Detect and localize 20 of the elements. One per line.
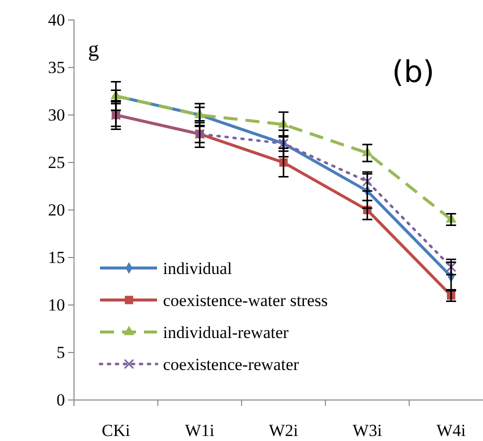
legend-label: coexistence-water stress	[163, 291, 328, 310]
y-axis-title: g	[88, 36, 99, 61]
y-tick-label: 5	[56, 342, 65, 362]
legend-label: coexistence-rewater	[163, 355, 300, 374]
y-tick-label: 25	[48, 152, 65, 172]
x-tick-label: W3i	[352, 421, 382, 440]
legend-label: individual-rewater	[163, 323, 289, 342]
y-tick-label: 20	[48, 200, 65, 220]
y-tick-label: 30	[48, 105, 65, 124]
x-tick-label: W1i	[185, 421, 215, 440]
x-tick-label: W4i	[436, 421, 466, 440]
legend-label: individual	[163, 259, 232, 278]
x-tick-label: CKi	[102, 421, 130, 440]
y-tick-label: 10	[48, 295, 65, 314]
x-tick-label: W2i	[268, 421, 298, 440]
y-tick-label: 35	[48, 58, 65, 77]
y-tick-label: 40	[48, 10, 65, 30]
y-tick-label: 0	[56, 390, 65, 410]
annotation: (b)	[392, 55, 434, 90]
y-tick-label: 15	[48, 248, 65, 267]
